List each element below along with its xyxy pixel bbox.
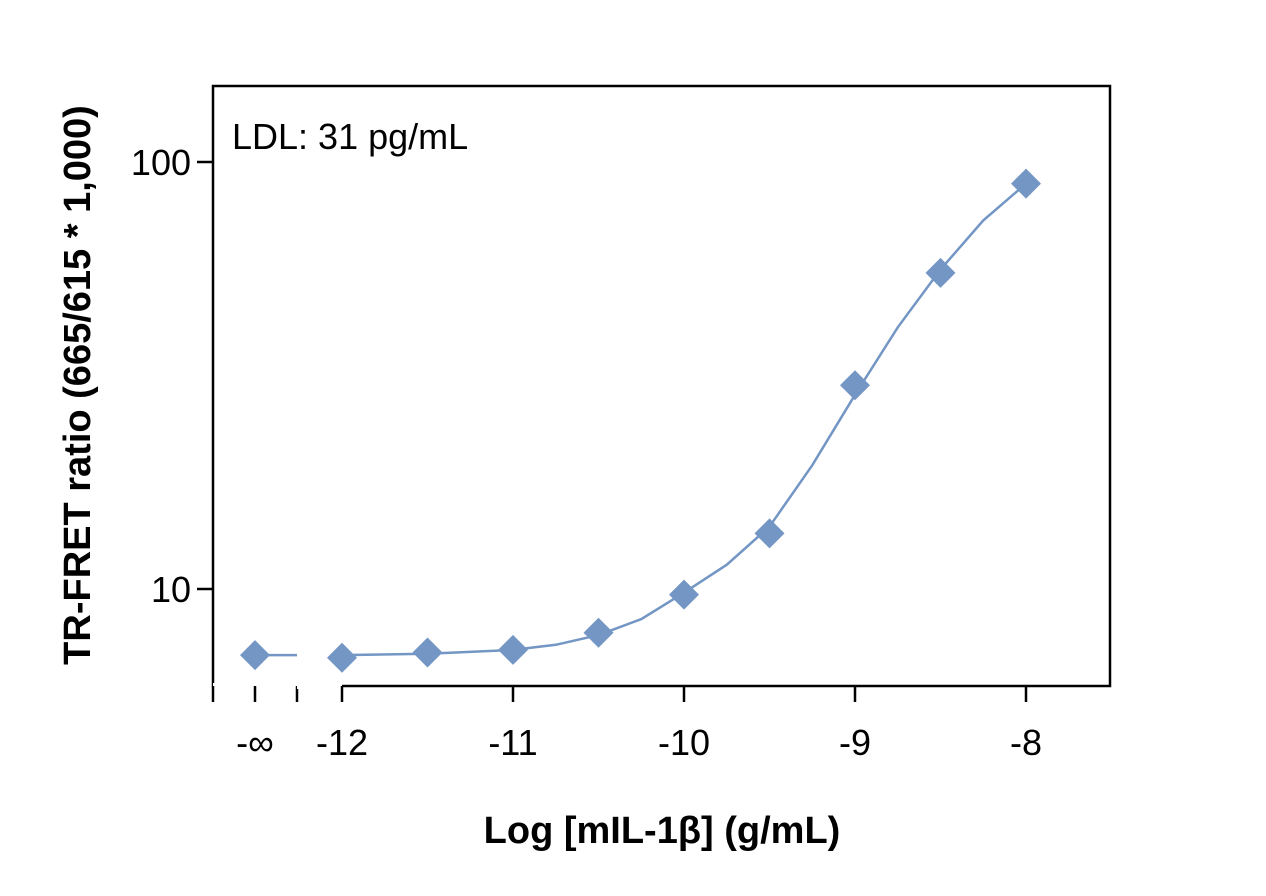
x-tick-label: -8 xyxy=(1010,722,1042,763)
data-point-diamond xyxy=(925,257,956,288)
data-points xyxy=(240,168,1041,673)
y-tick-label: 10 xyxy=(151,569,191,610)
x-tick-label: -10 xyxy=(658,722,710,763)
x-tick-label: -11 xyxy=(488,722,537,763)
data-point-diamond xyxy=(412,637,443,668)
data-point-diamond xyxy=(240,640,270,671)
fit-curve xyxy=(341,182,1027,657)
axes: -∞ -12 -11 -10 -9 -8 10 100 xyxy=(131,142,1042,763)
data-point-diamond xyxy=(583,617,614,648)
data-point-diamond xyxy=(327,642,357,673)
y-axis-title: TR-FRET ratio (665/615 * 1,000) xyxy=(57,105,99,665)
x-tick-label: -12 xyxy=(316,722,368,763)
ldl-annotation: LDL: 31 pg/mL xyxy=(232,116,468,157)
data-point-diamond xyxy=(498,634,528,665)
data-point-diamond xyxy=(840,370,870,401)
data-point-diamond xyxy=(669,579,699,610)
plot-frame xyxy=(211,84,1112,688)
x-axis-title: Log [mIL-1β] (g/mL) xyxy=(484,810,841,852)
x-tick-label: -9 xyxy=(839,722,871,763)
y-tick-label: 100 xyxy=(131,142,191,183)
data-point-diamond xyxy=(1011,168,1041,199)
data-point-diamond xyxy=(754,518,785,549)
x-tick-label: -∞ xyxy=(236,722,274,763)
